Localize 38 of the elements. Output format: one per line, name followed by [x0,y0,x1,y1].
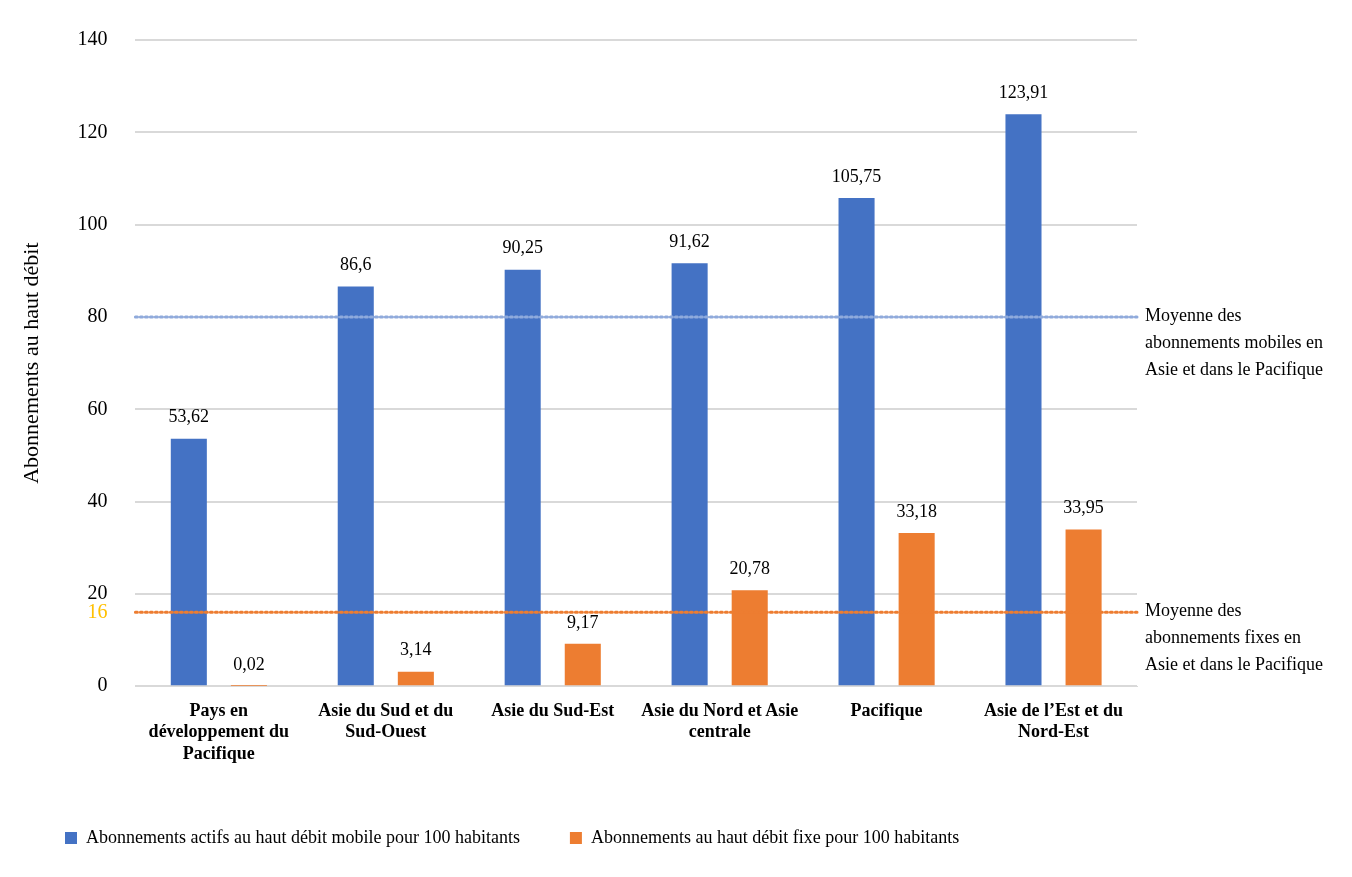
text: 91,62 [669,231,710,252]
y-tick-label: 140 [77,27,108,50]
bar [1005,114,1042,686]
text: 20,78 [729,558,770,579]
text: 86,6 [340,254,372,275]
bar [838,198,875,686]
text: 9,17 [567,611,599,632]
bar [170,438,207,686]
text: 33,95 [1063,497,1104,518]
x-tick-label: Asie du Sud-Est [491,699,615,720]
bar [337,286,374,686]
bar [504,269,541,686]
ref-line-label: Moyenne des abonnements mobiles en Asie et dans le Pacifique [1145,304,1323,379]
y-tick-label: 100 [77,211,108,234]
x-tick-label: Asie de l’Est et du Nord-Est [984,699,1124,742]
y-tick-label: 60 [87,396,108,419]
bar [397,671,434,686]
legend-label: Abonnements au haut débit fixe pour 100 habitants [590,826,960,847]
text: 3,14 [400,639,432,660]
bar [564,643,601,686]
x-tick-label: Asie du Sud et du Sud-Ouest [318,699,454,742]
x-tick-label: Pacifique [850,699,923,720]
bar [671,263,708,686]
text: 53,62 [168,406,210,427]
y-tick-label: 120 [77,119,108,142]
ref-line-label: Moyenne des abonnements fixes en Asie et dans le Pacifique [1145,600,1323,675]
y-axis-title: Abonnements au haut débit [17,242,43,484]
legend-label: Abonnements actifs au haut débit mobile pour 100 habitants [86,826,520,847]
text: 123,91 [998,82,1049,102]
text: 33,18 [896,500,937,521]
y-tick-label: 80 [87,304,108,327]
y-tick-label: 0 [97,673,108,696]
x-tick-label: Pays en développement du Pacifique [148,699,290,763]
text: 90,25 [502,237,543,258]
text: 105,75 [831,165,882,186]
y-tick-label: 40 [87,488,108,511]
x-tick-label: Asie du Nord et Asie centrale [641,699,799,742]
text: 0,02 [233,653,265,674]
